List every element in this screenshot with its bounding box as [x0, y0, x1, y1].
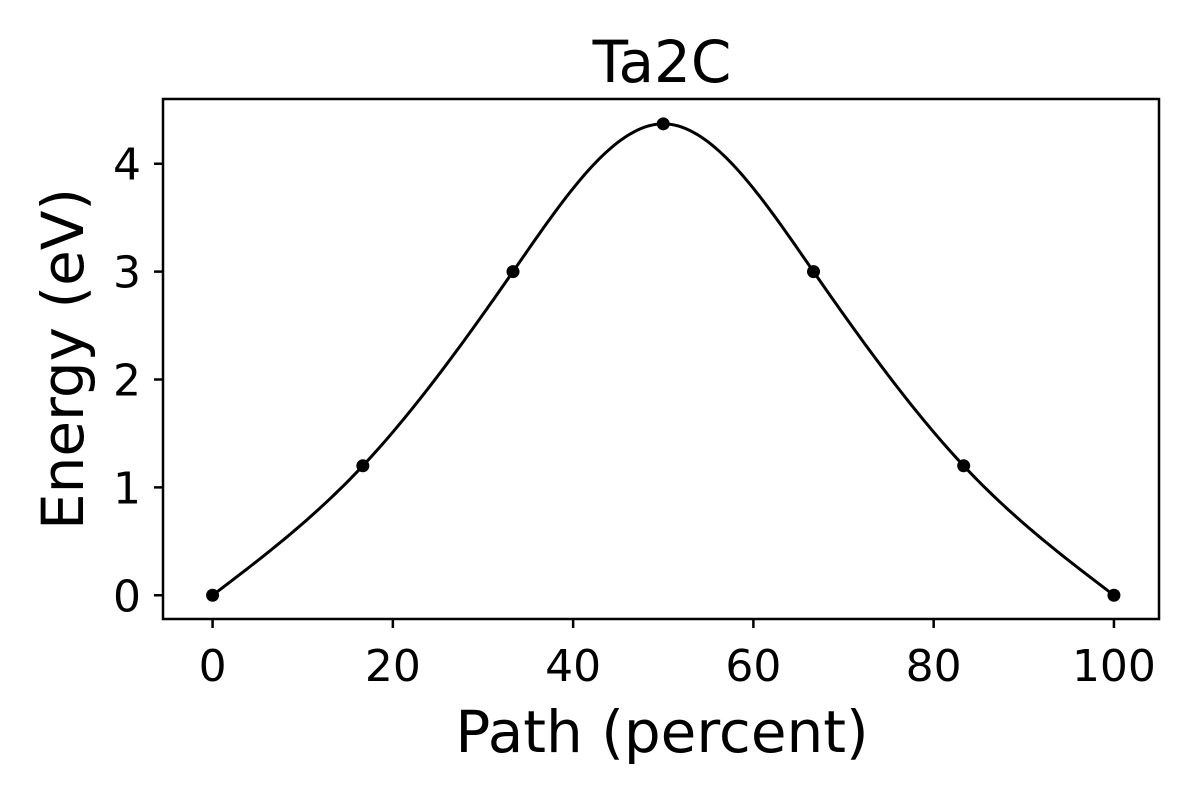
- x-tick-label: 40: [545, 641, 601, 692]
- data-point-marker: [356, 459, 370, 473]
- chart-title: Ta2C: [592, 28, 732, 96]
- x-tick-label: 20: [365, 641, 421, 692]
- energy-curve: [211, 122, 1115, 597]
- y-tick-label: 1: [113, 463, 141, 514]
- x-tick-label: 0: [199, 641, 227, 692]
- data-point-marker: [957, 459, 971, 473]
- y-tick-label: 2: [113, 355, 141, 406]
- data-point-marker: [656, 117, 670, 131]
- y-tick-label: 3: [113, 248, 141, 299]
- x-axis: 0 20 40 60 80 100: [199, 619, 1156, 692]
- data-point-marker: [506, 265, 520, 279]
- x-tick-label: 60: [725, 641, 781, 692]
- x-tick-label: 80: [906, 641, 962, 692]
- x-axis-title: Path (percent): [455, 698, 868, 766]
- data-point-marker: [807, 265, 821, 279]
- plot-area-frame: [161, 97, 1161, 621]
- data-point-marker: [1107, 588, 1121, 602]
- y-axis-title: Energy (eV): [29, 188, 97, 530]
- y-tick-label: 0: [113, 571, 141, 622]
- y-tick-label: 4: [113, 140, 141, 191]
- x-tick-label: 100: [1072, 641, 1156, 692]
- data-point-marker: [206, 588, 220, 602]
- y-axis: 0 1 2 3 4: [113, 140, 163, 622]
- data-points: [206, 117, 1121, 602]
